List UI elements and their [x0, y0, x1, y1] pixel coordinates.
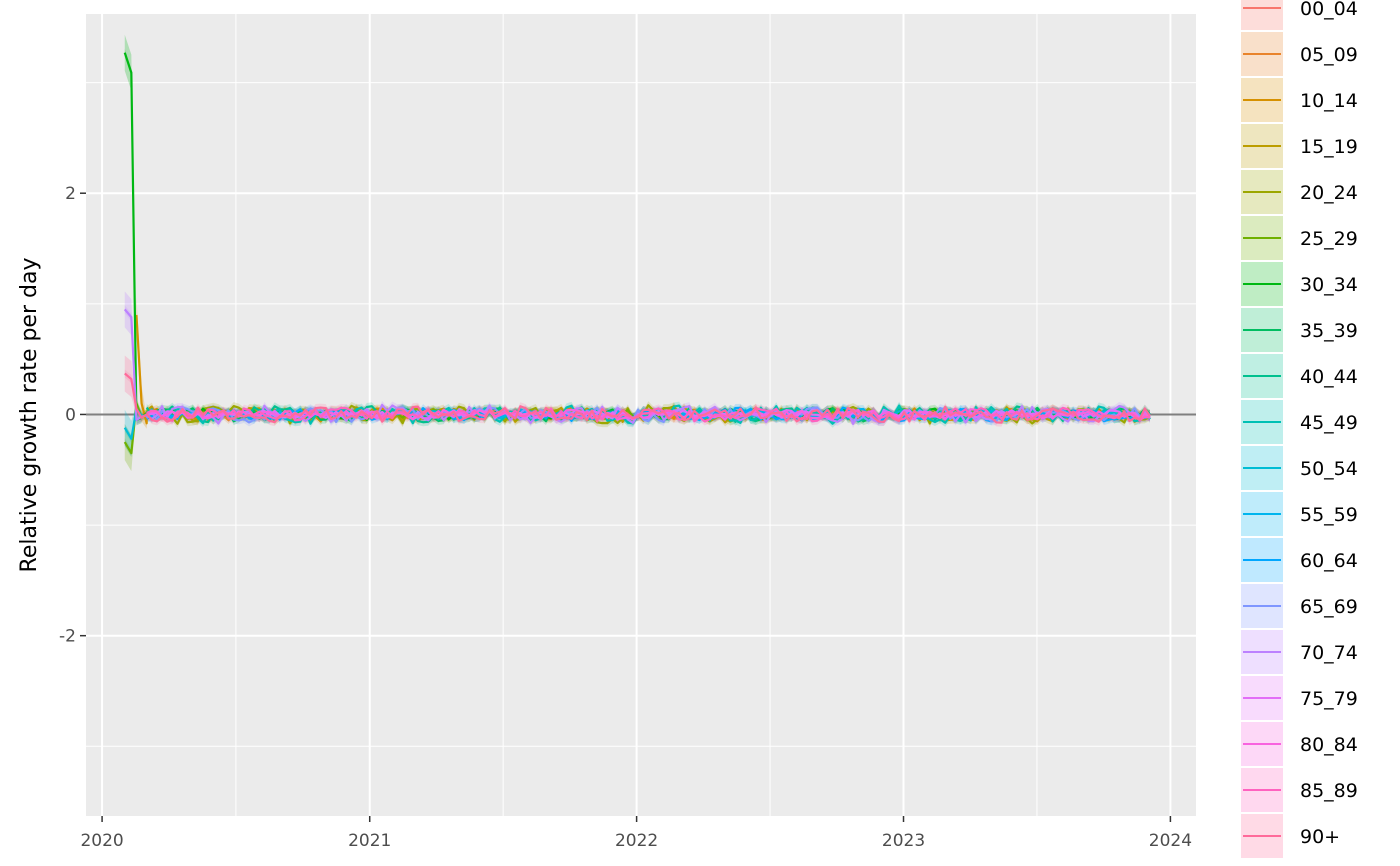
x-tick-label: 2021: [348, 831, 391, 851]
legend-label: 00_04: [1300, 0, 1358, 20]
legend-item-90+: 90+: [1241, 814, 1340, 858]
series-line-90+: [124, 372, 1151, 424]
legend-item-20_24: 20_24: [1241, 170, 1358, 214]
legend-label: 15_19: [1300, 136, 1358, 158]
spike-ribbon-30_34: [124, 34, 142, 426]
series-line-80_84: [146, 408, 1151, 421]
y-tick-label: 0: [65, 405, 76, 425]
legend-item-25_29: 25_29: [1241, 216, 1358, 260]
legend-label: 60_64: [1300, 550, 1358, 572]
legend-item-55_59: 55_59: [1241, 492, 1358, 536]
legend-item-10_14: 10_14: [1241, 78, 1358, 122]
legend-label: 80_84: [1300, 734, 1358, 756]
legend-label: 85_89: [1300, 780, 1358, 802]
legend-item-85_89: 85_89: [1241, 768, 1358, 812]
legend-item-45_49: 45_49: [1241, 400, 1358, 444]
legend-label: 10_14: [1300, 90, 1358, 112]
legend-label: 35_39: [1300, 320, 1358, 342]
legend-swatch: [1241, 0, 1283, 30]
legend-label: 55_59: [1300, 504, 1358, 526]
legend-item-35_39: 35_39: [1241, 308, 1358, 352]
legend-label: 75_79: [1300, 688, 1358, 710]
legend-item-30_34: 30_34: [1241, 262, 1358, 306]
x-tick-label: 2024: [1149, 831, 1192, 851]
legend-label: 30_34: [1300, 274, 1358, 296]
x-tick-label: 2022: [615, 831, 658, 851]
legend-label: 70_74: [1300, 642, 1358, 664]
legend-label: 05_09: [1300, 44, 1358, 66]
legend-item-75_79: 75_79: [1241, 676, 1358, 720]
legend-item-00_04: 00_04: [1241, 0, 1358, 30]
legend-label: 65_69: [1300, 596, 1358, 618]
legend-label: 20_24: [1300, 182, 1358, 204]
legend-item-15_19: 15_19: [1241, 124, 1358, 168]
legend-item-65_69: 65_69: [1241, 584, 1358, 628]
legend-item-05_09: 05_09: [1241, 32, 1358, 76]
legend-label: 50_54: [1300, 458, 1358, 480]
legend-item-40_44: 40_44: [1241, 354, 1358, 398]
legend-item-80_84: 80_84: [1241, 722, 1358, 766]
y-tick-label: 2: [65, 184, 76, 204]
x-tick-label: 2023: [882, 831, 925, 851]
x-axis: 2020 2021 2022 2023 2024: [80, 816, 1192, 851]
y-axis-label: Relative growth rate per day: [17, 258, 42, 573]
legend-item-60_64: 60_64: [1241, 538, 1358, 582]
y-axis: -2 0 2: [59, 184, 86, 647]
legend-label: 90+: [1300, 826, 1340, 848]
x-tick-label: 2020: [80, 831, 123, 851]
legend-label: 45_49: [1300, 412, 1358, 434]
legend-item-50_54: 50_54: [1241, 446, 1358, 490]
series-lines: [123, 52, 1151, 455]
legend-label: 25_29: [1300, 228, 1358, 250]
y-tick-label: -2: [59, 627, 76, 647]
legend-label: 40_44: [1300, 366, 1358, 388]
legend-item-70_74: 70_74: [1241, 630, 1358, 674]
legend: 00_04 05_09 10_14 15_19 20_24 25_29 30_34 35_39…: [1241, 0, 1358, 858]
